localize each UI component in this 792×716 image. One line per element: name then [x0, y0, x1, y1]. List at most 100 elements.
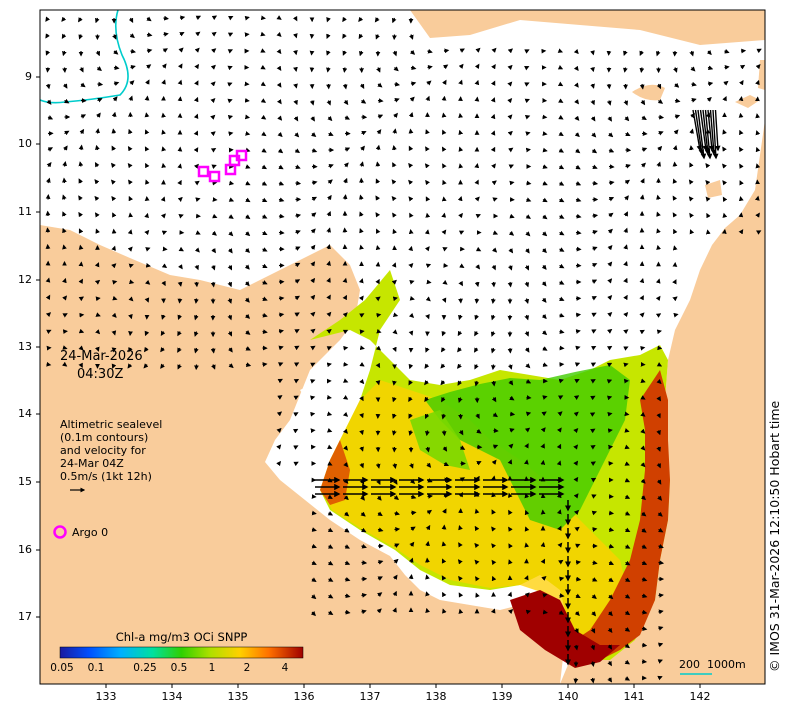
velocity-arrow: [692, 109, 703, 152]
velocity-arrow: [326, 411, 333, 417]
velocity-arrow: [359, 446, 364, 452]
velocity-arrow: [177, 79, 183, 85]
velocity-arrow: [625, 131, 631, 137]
velocity-arrow: [145, 79, 150, 85]
velocity-arrow: [474, 347, 479, 353]
velocity-arrow: [95, 128, 100, 134]
velocity-arrow: [624, 179, 631, 185]
velocity-arrow: [375, 178, 381, 184]
argo-float-track: [197, 149, 248, 183]
velocity-arrow: [409, 96, 415, 102]
velocity-arrow: [361, 130, 367, 136]
velocity-arrow: [78, 161, 84, 167]
lon-tick-label: 142: [689, 690, 711, 703]
velocity-arrow: [45, 67, 51, 73]
velocity-arrow: [608, 196, 615, 202]
velocity-arrow: [375, 380, 381, 386]
velocity-arrow: [606, 345, 613, 351]
velocity-arrow: [508, 509, 513, 516]
velocity-arrow: [244, 281, 250, 287]
velocity-arrow: [359, 395, 364, 402]
velocity-arrow: [278, 181, 285, 186]
velocity-arrow: [376, 608, 382, 614]
velocity-arrow: [507, 81, 513, 87]
velocity-arrow: [624, 659, 631, 665]
velocity-arrow: [673, 129, 679, 135]
velocity-arrow: [375, 345, 382, 351]
velocity-arrow: [624, 610, 631, 616]
velocity-arrow: [623, 50, 628, 56]
velocity-arrow: [393, 66, 399, 72]
velocity-arrow: [394, 543, 400, 548]
velocity-arrow: [491, 543, 497, 549]
velocity-arrow: [425, 607, 430, 614]
velocity-arrow: [672, 178, 678, 184]
velocity-arrow: [227, 298, 233, 304]
velocity-arrow: [440, 380, 446, 386]
velocity-arrow: [244, 313, 251, 319]
velocity-arrow: [424, 379, 429, 386]
velocity-arrow: [394, 97, 400, 103]
velocity-arrow: [262, 280, 268, 285]
velocity-arrow: [507, 64, 513, 70]
argo-float-marker[interactable]: [235, 149, 248, 162]
velocity-arrow: [111, 245, 116, 251]
velocity-arrow: [195, 230, 201, 235]
velocity-arrow: [228, 131, 234, 137]
velocity-arrow: [623, 211, 628, 217]
velocity-arrow: [509, 180, 515, 186]
velocity-arrow: [360, 495, 365, 501]
velocity-arrow: [607, 245, 613, 251]
velocity-arrow: [128, 179, 133, 185]
lon-tick-label: 139: [491, 690, 513, 703]
velocity-arrow: [492, 444, 499, 450]
velocity-arrow: [343, 511, 350, 517]
velocity-arrow: [408, 162, 414, 169]
velocity-arrow: [624, 676, 631, 681]
velocity-arrow: [193, 314, 199, 321]
velocity-arrow: [278, 213, 285, 219]
velocity-arrow: [573, 428, 579, 434]
velocity-arrow: [674, 114, 681, 120]
lat-tick-label: 16: [18, 543, 32, 556]
velocity-arrow: [424, 430, 430, 437]
velocity-arrow: [245, 330, 251, 335]
colorbar-title: Chl-a mg/m3 OCi SNPP: [115, 630, 248, 644]
velocity-arrow: [524, 575, 529, 581]
velocity-arrow: [755, 146, 761, 153]
velocity-arrow: [127, 162, 133, 169]
velocity-arrow: [392, 144, 397, 151]
velocity-arrow: [691, 81, 697, 87]
velocity-arrow: [559, 230, 565, 236]
velocity-arrow: [326, 277, 331, 283]
velocity-arrow: [62, 345, 68, 350]
velocity-arrow: [508, 559, 513, 565]
velocity-arrow: [294, 132, 300, 138]
velocity-arrow: [391, 279, 397, 285]
velocity-arrow: [625, 544, 631, 549]
velocity-arrow: [78, 228, 84, 234]
velocity-arrow: [608, 180, 615, 186]
velocity-arrow: [342, 395, 349, 400]
velocity-arrow: [425, 196, 431, 202]
velocity-arrow: [245, 346, 251, 351]
velocity-arrow: [458, 524, 463, 531]
velocity-arrow: [194, 298, 199, 304]
velocity-arrow: [358, 50, 364, 57]
velocity-arrow: [276, 460, 282, 467]
velocity-arrow: [623, 227, 628, 233]
velocity-arrow: [211, 364, 216, 370]
velocity-arrow: [607, 660, 612, 667]
argo-float-marker[interactable]: [208, 170, 221, 183]
velocity-arrow: [641, 642, 648, 648]
velocity-arrow: [392, 228, 398, 235]
velocity-arrow: [475, 246, 482, 252]
velocity-arrow: [327, 527, 334, 533]
velocity-arrow: [441, 112, 447, 118]
velocity-arrow: [111, 128, 117, 134]
velocity-arrow: [95, 144, 100, 151]
velocity-arrow: [607, 644, 613, 650]
argo-float-marker[interactable]: [197, 165, 210, 178]
velocity-arrow: [78, 328, 85, 334]
velocity-arrow: [161, 263, 168, 269]
